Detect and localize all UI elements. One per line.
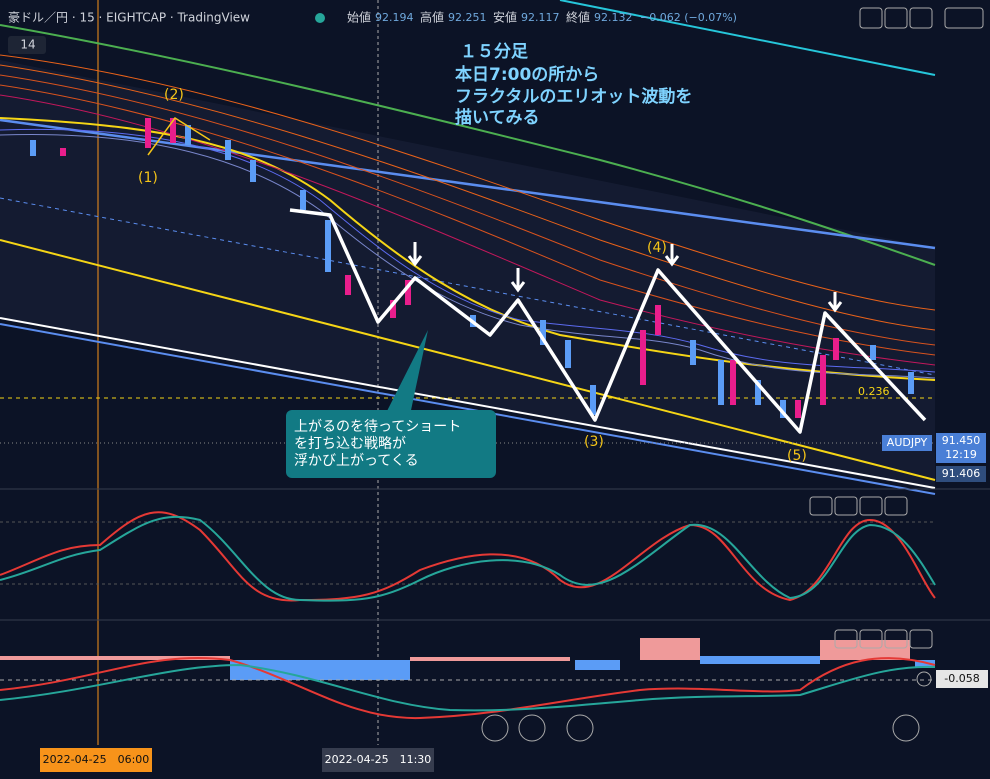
tag [40,748,152,772]
macd-hist [0,638,935,680]
channel-fill [0,60,935,490]
wave-label: (3) [584,434,604,450]
countdown: 12:19 [945,448,977,461]
ma-line [0,128,936,373]
callout-text: を打ち込む戦略が [294,435,406,452]
tag [882,435,932,451]
ma-line [0,239,936,481]
value: −0.062 (−0.07%) [640,11,737,24]
time-tag: 2022-04-25 11:30 [325,753,432,766]
ma-line [559,0,936,76]
symbol-tag: AUDJPY [887,436,928,449]
value: 92.132 [594,11,633,24]
low-tag: 91.406 [942,467,981,480]
status-dot [315,13,325,23]
callout-text: 浮かび上がってくる [294,453,419,469]
tag [936,466,986,482]
candles [30,118,914,418]
ma-line [0,74,936,346]
label: 高値 [420,10,444,25]
value: 92.251 [448,11,487,24]
symbol: 豪ドル／円 · 15 · EIGHTCAP · TradingView [8,10,250,25]
note-line: 本日7:00の所から [455,64,599,85]
main-pane [0,0,936,745]
note-line: 描いてみる [455,107,540,128]
callout-box [286,410,496,478]
channel-line [0,317,936,489]
arrows [407,242,843,313]
callout-text: 上がるのを待ってショート [294,419,461,435]
wave-label: (5) [787,448,807,464]
channel-mid [0,197,936,376]
macd-tag: -0.058 [944,672,979,685]
stoch-k [0,511,936,602]
note-line: フラクタルのエリオット波動を [455,86,692,107]
stoch-d [0,515,936,602]
callout-tail [385,330,428,415]
value: 92.194 [375,11,414,24]
header-buttons [481,7,984,742]
macd-line [0,657,936,720]
tag [936,433,986,463]
ma-line [0,84,936,356]
ma-line [0,24,936,266]
ma-line [0,54,936,311]
tag [322,748,434,772]
wave-label: (1) [138,170,158,186]
note-line: １５分足 [460,42,528,62]
fib-label: 0.236 [858,385,890,398]
channel-line [0,118,936,250]
ma-line [0,64,936,331]
wave-label: (2) [164,87,184,103]
label: 始値 [347,10,371,25]
label: 終値 [566,10,590,25]
time-tag: 2022-04-25 06:00 [43,753,150,766]
signal-line [0,663,936,712]
ma-line [0,133,936,379]
wave-line [147,116,211,156]
price-tag: 91.450 [942,434,981,447]
interval-badge: 14 [20,38,35,52]
elliott-zigzag [289,208,927,434]
label: 安値 [493,10,517,25]
badge[interactable] [8,36,46,54]
wave-label: (4) [647,240,667,256]
channel-line [0,323,936,495]
value: 92.117 [521,11,560,24]
tag [936,670,988,688]
